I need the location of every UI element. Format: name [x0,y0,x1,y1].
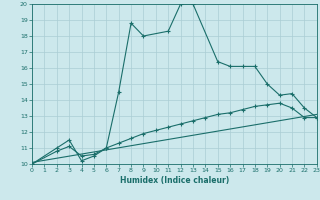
X-axis label: Humidex (Indice chaleur): Humidex (Indice chaleur) [120,176,229,185]
